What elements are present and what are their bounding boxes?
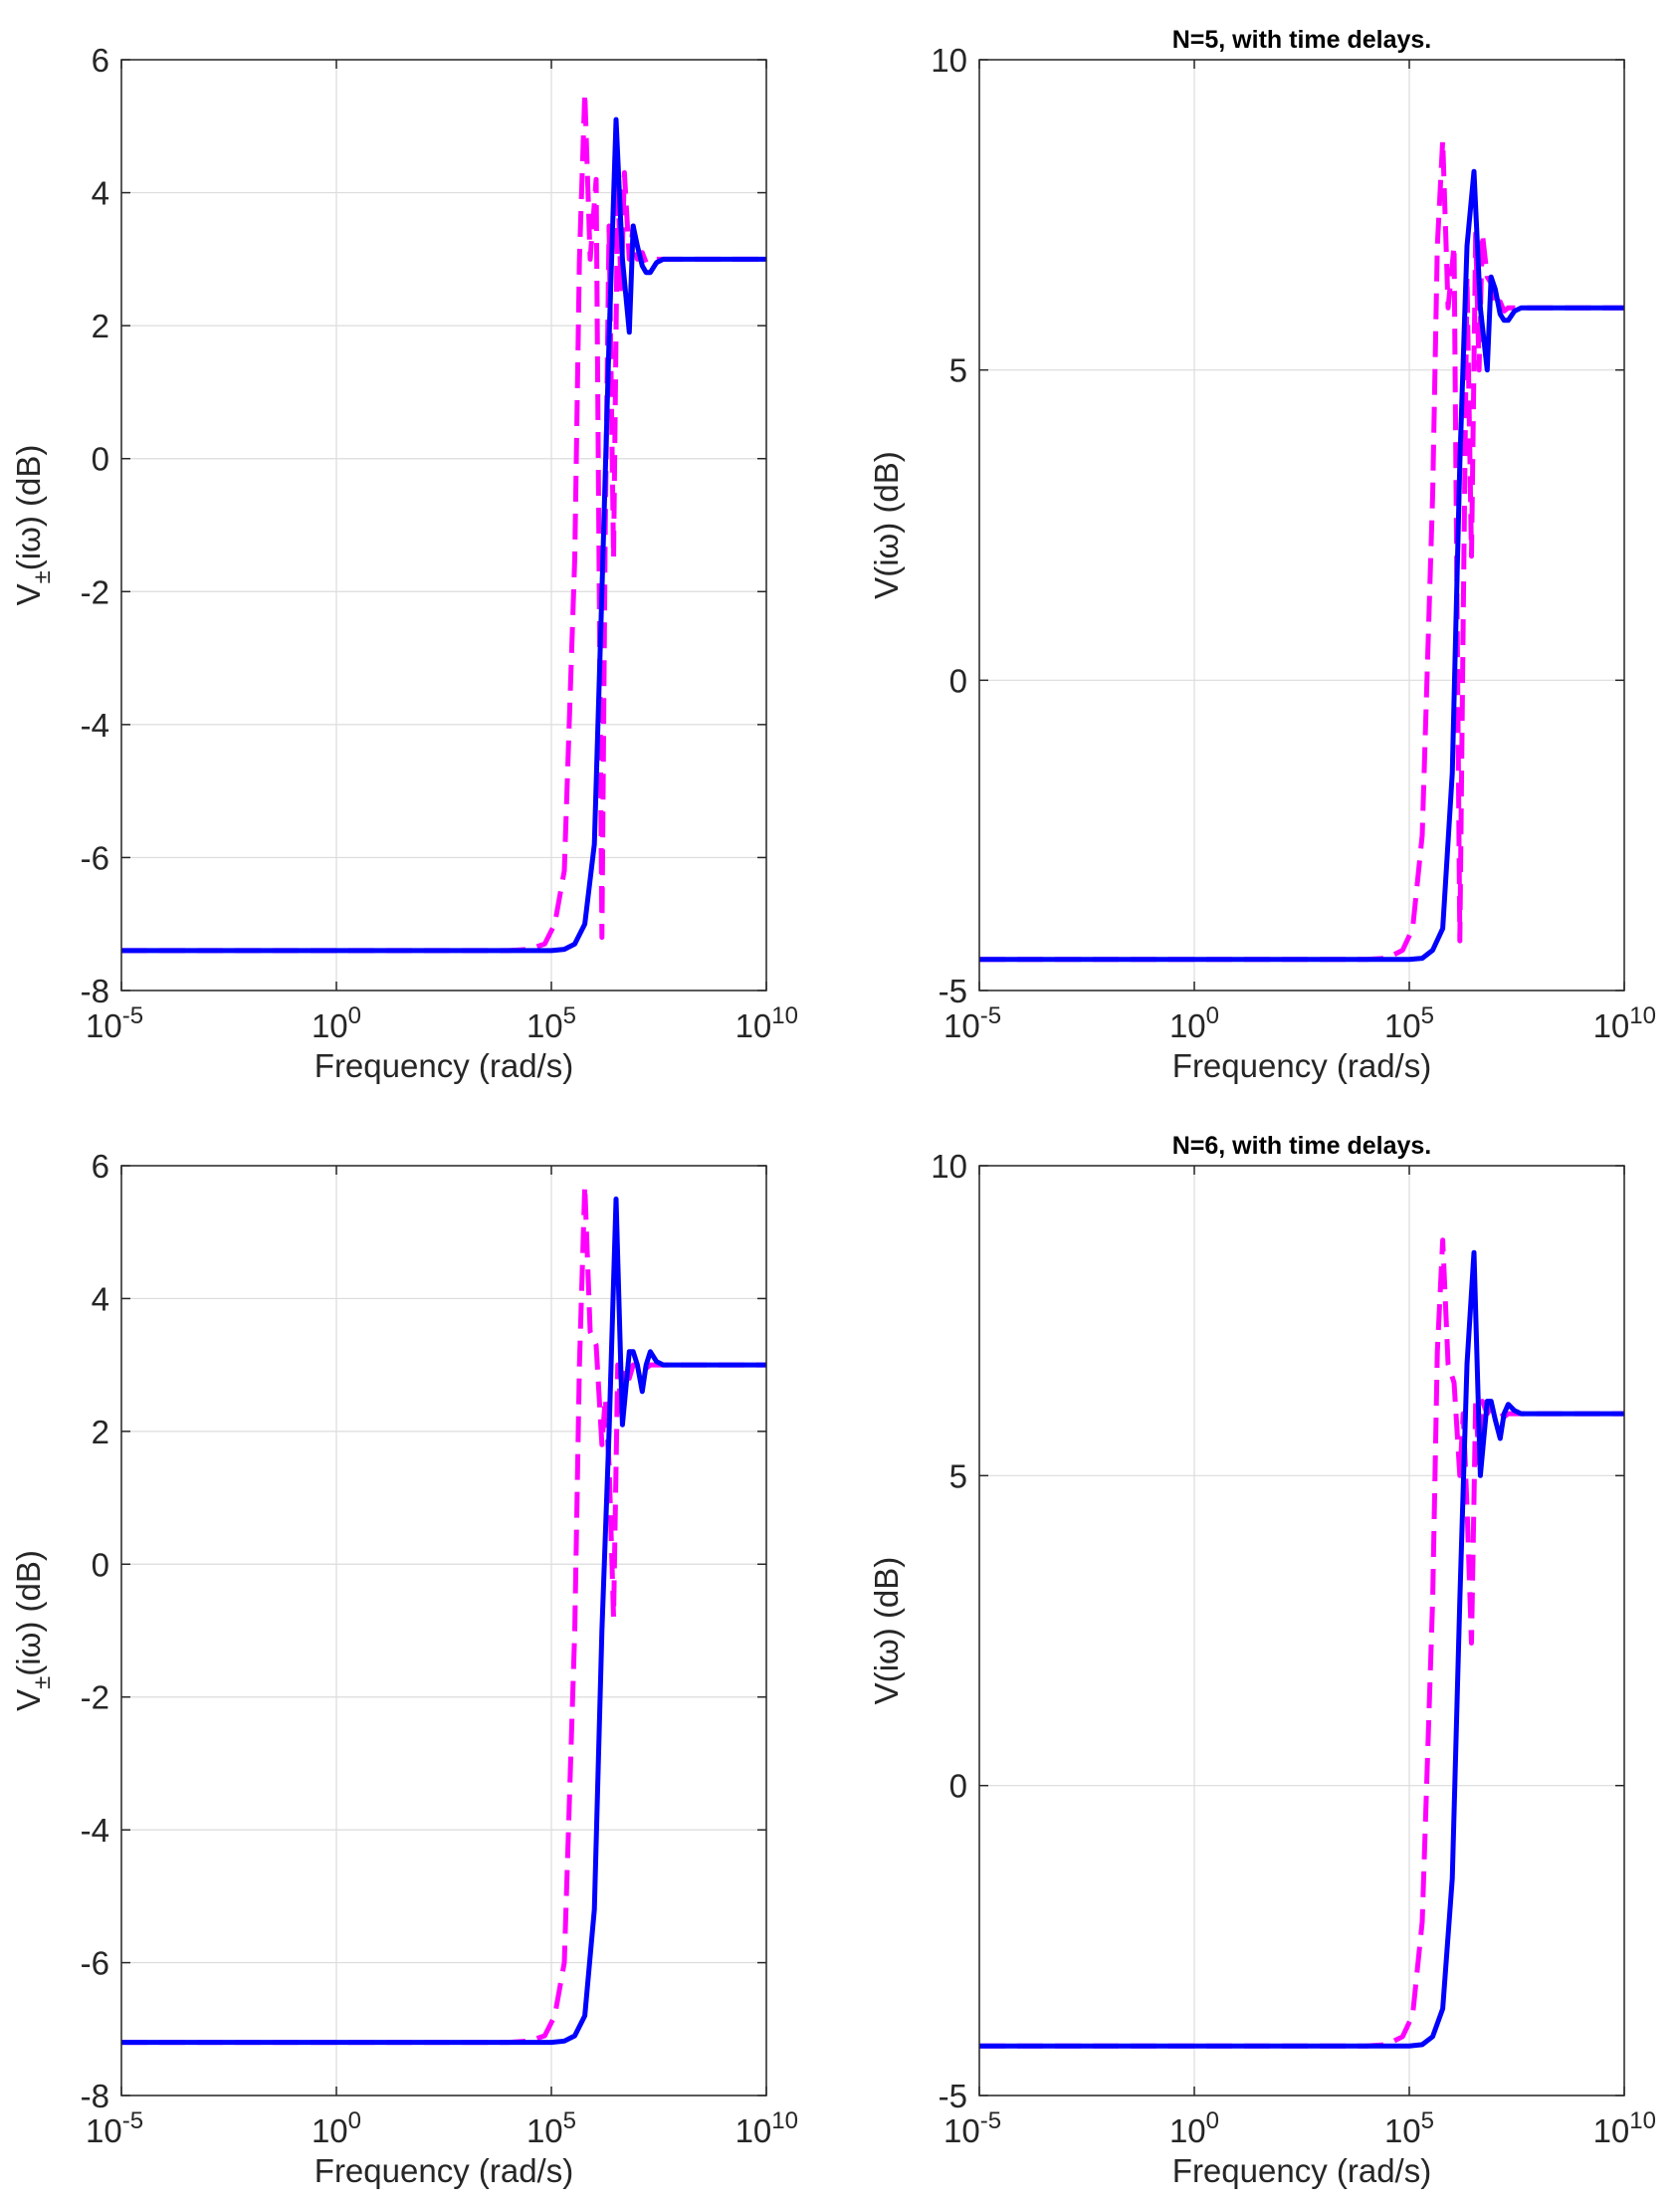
x-tick-label: 105 [526,2107,576,2149]
y-tick-label: 10 [931,42,967,79]
y-axis-label: V(iω) (dB) [868,1557,905,1705]
series-solid-line [121,116,766,954]
x-axis-label: Frequency (rad/s) [315,2152,573,2189]
y-tick-label: -8 [81,2078,109,2114]
x-tick-label: 100 [1169,1002,1219,1044]
y-tick-label: 0 [92,441,109,478]
y-tick-label: -8 [81,973,109,1009]
y-tick-label: 5 [949,352,967,389]
axes-box [120,59,767,992]
x-tick-label: 100 [312,2107,361,2149]
axes-box [120,1165,767,2097]
x-tick-label: 100 [1169,2107,1219,2149]
axes-box [978,59,1625,992]
y-tick-label: 0 [92,1546,109,1583]
series-dashed-line [121,1183,766,2046]
x-tick-label: 1010 [735,2107,798,2149]
y-tick-label: -4 [81,1812,109,1849]
y-axis-label: V±(iω) (dB) [10,1550,56,1711]
y-tick-label: 4 [92,175,109,212]
y-tick-label: -2 [81,573,109,610]
x-tick-label: 1010 [1593,2107,1656,2149]
y-tick-label: -4 [81,707,109,744]
series-dashed-line [979,1237,1624,2049]
chart-3: 10-5 100 105 1010 -8 -6 -4 -2 0 2 4 6 Frequency (rad… [10,1148,798,2189]
series-solid-line [121,1196,766,2046]
x-tick-label: 10-5 [944,2107,1001,2149]
y-tick-label: 4 [92,1280,109,1317]
x-tick-label: 105 [1384,2107,1434,2149]
series-solid-line [979,168,1624,963]
x-tick-label: 105 [1384,1002,1434,1044]
x-tick-label: 105 [526,1002,576,1044]
chart-4: 10-5 100 105 1010 -5 0 5 10 Frequency (rad/s) V(i… [868,1132,1656,2189]
x-axis-label: Frequency (rad/s) [1172,1047,1431,1084]
y-tick-label: 2 [92,1414,109,1450]
y-tick-label: 6 [92,1148,109,1185]
chart-2: 10-5 100 105 1010 -5 0 5 10 Frequency (rad/s) V(i… [868,26,1656,1084]
x-axis-label: Frequency (rad/s) [1172,2152,1431,2189]
chart-1: 10-5 100 105 1010 -8 -6 -4 -2 0 2 4 6 Frequency (rad… [10,42,798,1084]
series-dashed-line [979,137,1624,963]
y-tick-label: 10 [931,1148,967,1185]
y-tick-label: 0 [949,1768,967,1805]
y-tick-label: -5 [939,2078,967,2114]
y-tick-label: 6 [92,42,109,79]
y-axis-label: V(iω) (dB) [868,451,905,599]
y-axis-label: V±(iω) (dB) [10,445,56,606]
series-dashed-line [121,90,766,954]
x-tick-label: 1010 [1593,1002,1656,1044]
y-tick-label: 5 [949,1457,967,1494]
y-tick-label: 0 [949,662,967,699]
x-tick-label: 10-5 [86,2107,143,2149]
y-tick-label: -5 [939,973,967,1009]
x-tick-label: 10-5 [944,1002,1001,1044]
y-tick-label: -6 [81,839,109,876]
x-tick-label: 100 [312,1002,361,1044]
x-tick-label: 1010 [735,1002,798,1044]
y-tick-label: 2 [92,308,109,344]
chart-title: N=6, with time delays. [1172,1132,1432,1160]
y-tick-label: -6 [81,1945,109,1982]
y-tick-label: -2 [81,1679,109,1716]
chart-title: N=5, with time delays. [1172,26,1432,54]
series-solid-line [979,1249,1624,2049]
axes-box [978,1165,1625,2097]
x-axis-label: Frequency (rad/s) [315,1047,573,1084]
x-tick-label: 10-5 [86,1002,143,1044]
